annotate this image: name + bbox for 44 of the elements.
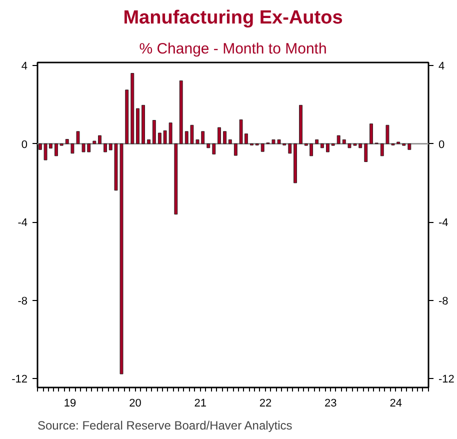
bar	[228, 139, 232, 144]
bar	[136, 108, 140, 144]
bar	[223, 131, 227, 144]
bar	[364, 144, 368, 162]
y2-tick-label: -4	[438, 217, 448, 230]
bar	[370, 124, 373, 144]
bar	[98, 135, 102, 144]
bar	[299, 104, 303, 144]
chart-title: Manufacturing Ex-Autos	[123, 8, 343, 28]
bar	[147, 139, 151, 144]
x-tick-label: 19	[64, 398, 76, 410]
bar	[152, 120, 156, 144]
x-tick-label: 24	[390, 398, 402, 410]
x-tick-label: 23	[324, 398, 337, 410]
bar	[320, 144, 324, 148]
x-tick-label: 20	[129, 398, 142, 410]
y2-tick-label: 0	[438, 138, 445, 151]
y-tick-label: 4	[21, 60, 28, 72]
y2-tick-label: 4	[438, 60, 445, 72]
y2-tick-label: -8	[438, 295, 448, 308]
x-tick-label: 21	[194, 398, 206, 410]
bar	[104, 144, 108, 152]
bar	[130, 73, 134, 144]
chart-subtitle: % Change - Month to Month	[139, 40, 327, 58]
y-tick-label: -12	[12, 374, 28, 386]
bar	[326, 144, 330, 152]
bar	[315, 139, 319, 144]
bar	[92, 140, 96, 144]
bar	[206, 144, 210, 148]
bar	[54, 144, 58, 156]
y-tick-label: 0	[21, 138, 28, 151]
bar	[408, 144, 412, 150]
bar	[288, 144, 292, 154]
bar	[142, 104, 145, 144]
bar	[212, 144, 216, 154]
y2-tick-label: -12	[438, 374, 454, 386]
source-note: Source: Federal Reserve Board/Haver Analytics	[38, 418, 292, 432]
bar	[179, 80, 183, 144]
x-tick-label: 22	[259, 398, 272, 410]
bar	[336, 135, 340, 144]
bar	[294, 144, 297, 184]
bar	[218, 127, 221, 144]
y-tick-label: -4	[18, 217, 28, 230]
y-tick-label: -8	[18, 295, 28, 308]
